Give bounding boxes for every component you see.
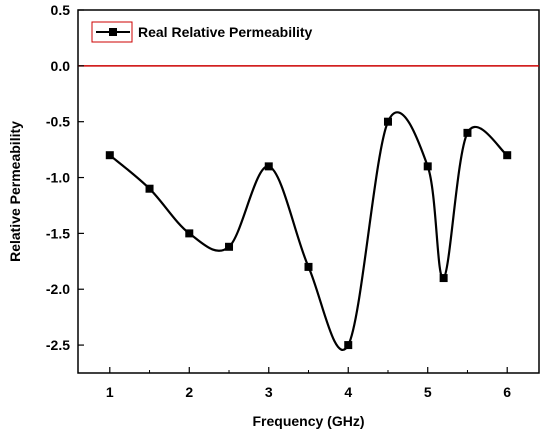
y-axis-ticks: 0.5 0.0 -0.5 -1.0 -1.5 -2.0 -2.5 <box>46 2 84 353</box>
data-point-marker <box>185 229 194 238</box>
legend: Real Relative Permeability <box>91 21 313 43</box>
y-tick-label: -2.5 <box>46 337 70 353</box>
y-tick-label: -2.0 <box>46 281 70 297</box>
series-line <box>109 111 508 351</box>
data-point-marker <box>264 162 273 171</box>
x-tick-label: 4 <box>344 384 352 400</box>
data-point-marker <box>423 162 432 171</box>
data-point-marker <box>225 242 234 251</box>
y-tick-label: 0.0 <box>51 58 71 74</box>
y-tick-label: -1.5 <box>46 225 70 241</box>
y-tick-label: -0.5 <box>46 114 70 130</box>
x-axis-title: Frequency (GHz) <box>252 413 364 429</box>
x-tick-label: 1 <box>106 384 114 400</box>
data-point-marker <box>304 262 313 271</box>
x-tick-label: 2 <box>185 384 193 400</box>
data-point-marker <box>439 274 448 283</box>
y-tick-label: -1.0 <box>46 170 70 186</box>
legend-label: Real Relative Permeability <box>138 24 313 40</box>
x-tick-label: 5 <box>424 384 432 400</box>
data-point-marker <box>145 184 154 193</box>
series-curve-group <box>109 111 508 351</box>
data-point-marker <box>503 151 512 160</box>
data-point-marker <box>463 128 472 137</box>
x-tick-label: 3 <box>265 384 273 400</box>
y-axis-title: Relative Permeability <box>7 121 23 262</box>
y-tick-label: 0.5 <box>51 2 71 18</box>
series-marker-group <box>105 117 512 350</box>
legend-box <box>91 21 133 43</box>
x-axis-ticks: 1 2 3 4 5 6 <box>106 367 511 400</box>
data-point-marker <box>383 117 392 126</box>
data-point-marker <box>344 341 353 350</box>
legend-marker-sample <box>109 28 117 36</box>
x-tick-label: 6 <box>503 384 511 400</box>
data-point-marker <box>105 151 114 160</box>
